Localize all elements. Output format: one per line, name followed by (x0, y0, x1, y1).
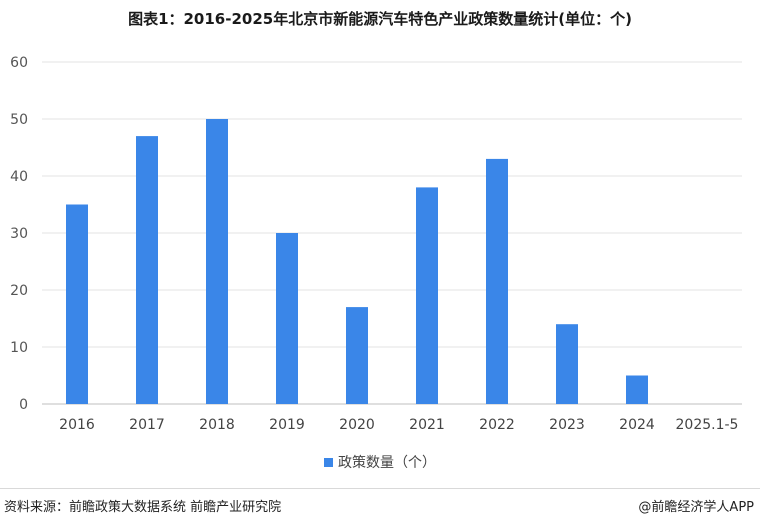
y-tick-label: 10 (10, 340, 28, 356)
bar-2017 (136, 136, 158, 404)
x-tick-label: 2019 (269, 417, 305, 433)
x-tick-label: 2017 (129, 417, 165, 433)
x-tick-label: 2018 (199, 417, 235, 433)
y-tick-label: 60 (10, 55, 28, 71)
x-tick-label: 2020 (339, 417, 375, 433)
legend-swatch (324, 457, 333, 467)
x-axis-tick-labels: 2016 2017 2018 2019 2020 2021 2022 2023 2024 2025… (59, 417, 738, 433)
y-tick-label: 20 (10, 283, 28, 299)
brand-credit: @前瞻经济学人APP (638, 500, 754, 515)
y-tick-label: 40 (10, 169, 28, 185)
source-note: 资料来源：前瞻政策大数据系统 前瞻产业研究院 (4, 500, 282, 515)
bar-2016 (66, 204, 88, 404)
bar-2021 (416, 187, 438, 404)
footer-divider (0, 488, 760, 489)
bar-2022 (486, 158, 508, 404)
legend-label: 政策数量（个） (338, 455, 436, 471)
y-tick-label: 50 (10, 112, 28, 128)
legend: 政策数量（个） (0, 452, 760, 472)
bar-2020 (346, 307, 368, 404)
chart-title: 图表1：2016-2025年北京市新能源汽车特色产业政策数量统计(单位：个) (128, 10, 632, 28)
bars (66, 119, 648, 404)
x-tick-label: 2025.1-5 (676, 417, 739, 433)
x-tick-label: 2021 (409, 417, 445, 433)
y-axis-tick-labels: 0 10 20 30 40 50 60 (10, 55, 28, 413)
x-tick-label: 2024 (619, 417, 655, 433)
x-tick-label: 2023 (549, 417, 585, 433)
y-tick-label: 30 (10, 226, 28, 242)
bar-2018 (206, 119, 228, 404)
bar-2023 (556, 324, 578, 404)
bar-2019 (276, 233, 298, 404)
x-tick-label: 2022 (479, 417, 515, 433)
x-tick-label: 2016 (59, 417, 95, 433)
grid-lines (42, 61, 742, 405)
y-tick-label: 0 (19, 397, 28, 413)
bar-2024 (626, 375, 648, 404)
